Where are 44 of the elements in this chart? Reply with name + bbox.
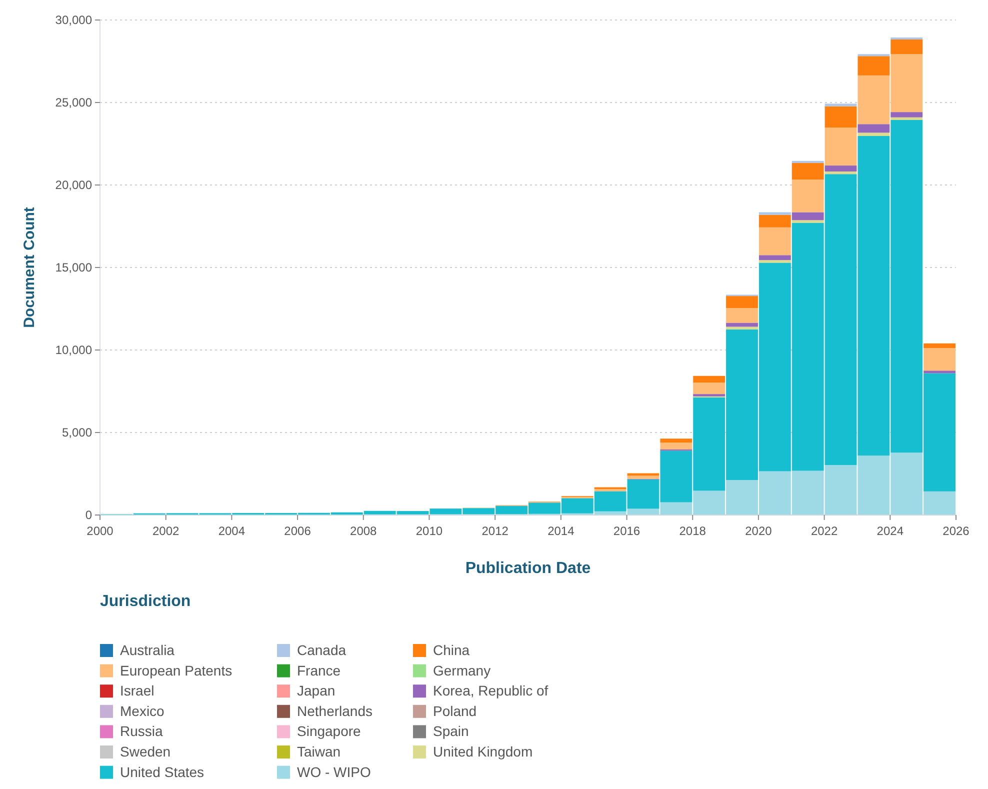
legend-label: Germany: [433, 662, 491, 678]
y-tick-label: 20,000: [55, 178, 92, 192]
y-axis-title: Document Count: [21, 207, 38, 328]
x-tick-label: 2026: [942, 524, 970, 538]
x-tick-label: 2016: [613, 524, 640, 538]
legend-label: Singapore: [297, 723, 362, 740]
x-axis-title: Publication Date: [465, 560, 591, 577]
legend-label: United States: [120, 764, 204, 780]
y-tick-label: 25,000: [55, 96, 92, 110]
legend-label: Mexico: [120, 702, 165, 719]
y-tick-label: 15,000: [55, 260, 92, 275]
y-tick-label: 0: [85, 508, 92, 522]
legend-label: Israel: [120, 682, 154, 699]
legend-title: Jurisdiction: [100, 593, 191, 610]
x-tick-label: 2022: [810, 524, 838, 538]
legend-label: France: [297, 662, 341, 678]
legend-label: WO - WIPO: [297, 764, 371, 780]
x-tick-label: 2014: [548, 524, 575, 538]
x-tick-label: 2002: [152, 524, 180, 538]
legend-label: Netherlands: [297, 702, 372, 719]
legend-label: Sweden: [120, 744, 171, 760]
x-tick-label: 2004: [218, 524, 246, 538]
legend-label: Canada: [297, 642, 346, 658]
x-tick-label: 2000: [86, 524, 114, 538]
legend-label: China: [433, 642, 470, 658]
y-tick-label: 10,000: [55, 343, 92, 358]
legend-label: Spain: [433, 723, 469, 740]
x-tick-label: 2008: [350, 524, 378, 538]
legend-label: Taiwan: [297, 744, 341, 760]
legend-label: Korea, Republic of: [433, 682, 548, 699]
x-tick-label: 2012: [482, 524, 509, 538]
legend-label: Poland: [433, 702, 477, 719]
legend-label: Australia: [120, 642, 175, 658]
x-tick-label: 2024: [876, 524, 904, 538]
legend-label: Japan: [297, 682, 336, 699]
y-tick-label: 5,000: [62, 426, 92, 440]
x-tick-label: 2020: [745, 524, 772, 538]
legend-label: United Kingdom: [433, 744, 533, 760]
x-tick-label: 2010: [416, 524, 443, 538]
x-tick-label: 2006: [284, 524, 312, 538]
legend-label: Russia: [120, 723, 164, 740]
legend-label: European Patents: [120, 662, 232, 678]
x-tick-label: 2018: [679, 524, 706, 538]
y-tick-label: 30,000: [55, 13, 92, 28]
